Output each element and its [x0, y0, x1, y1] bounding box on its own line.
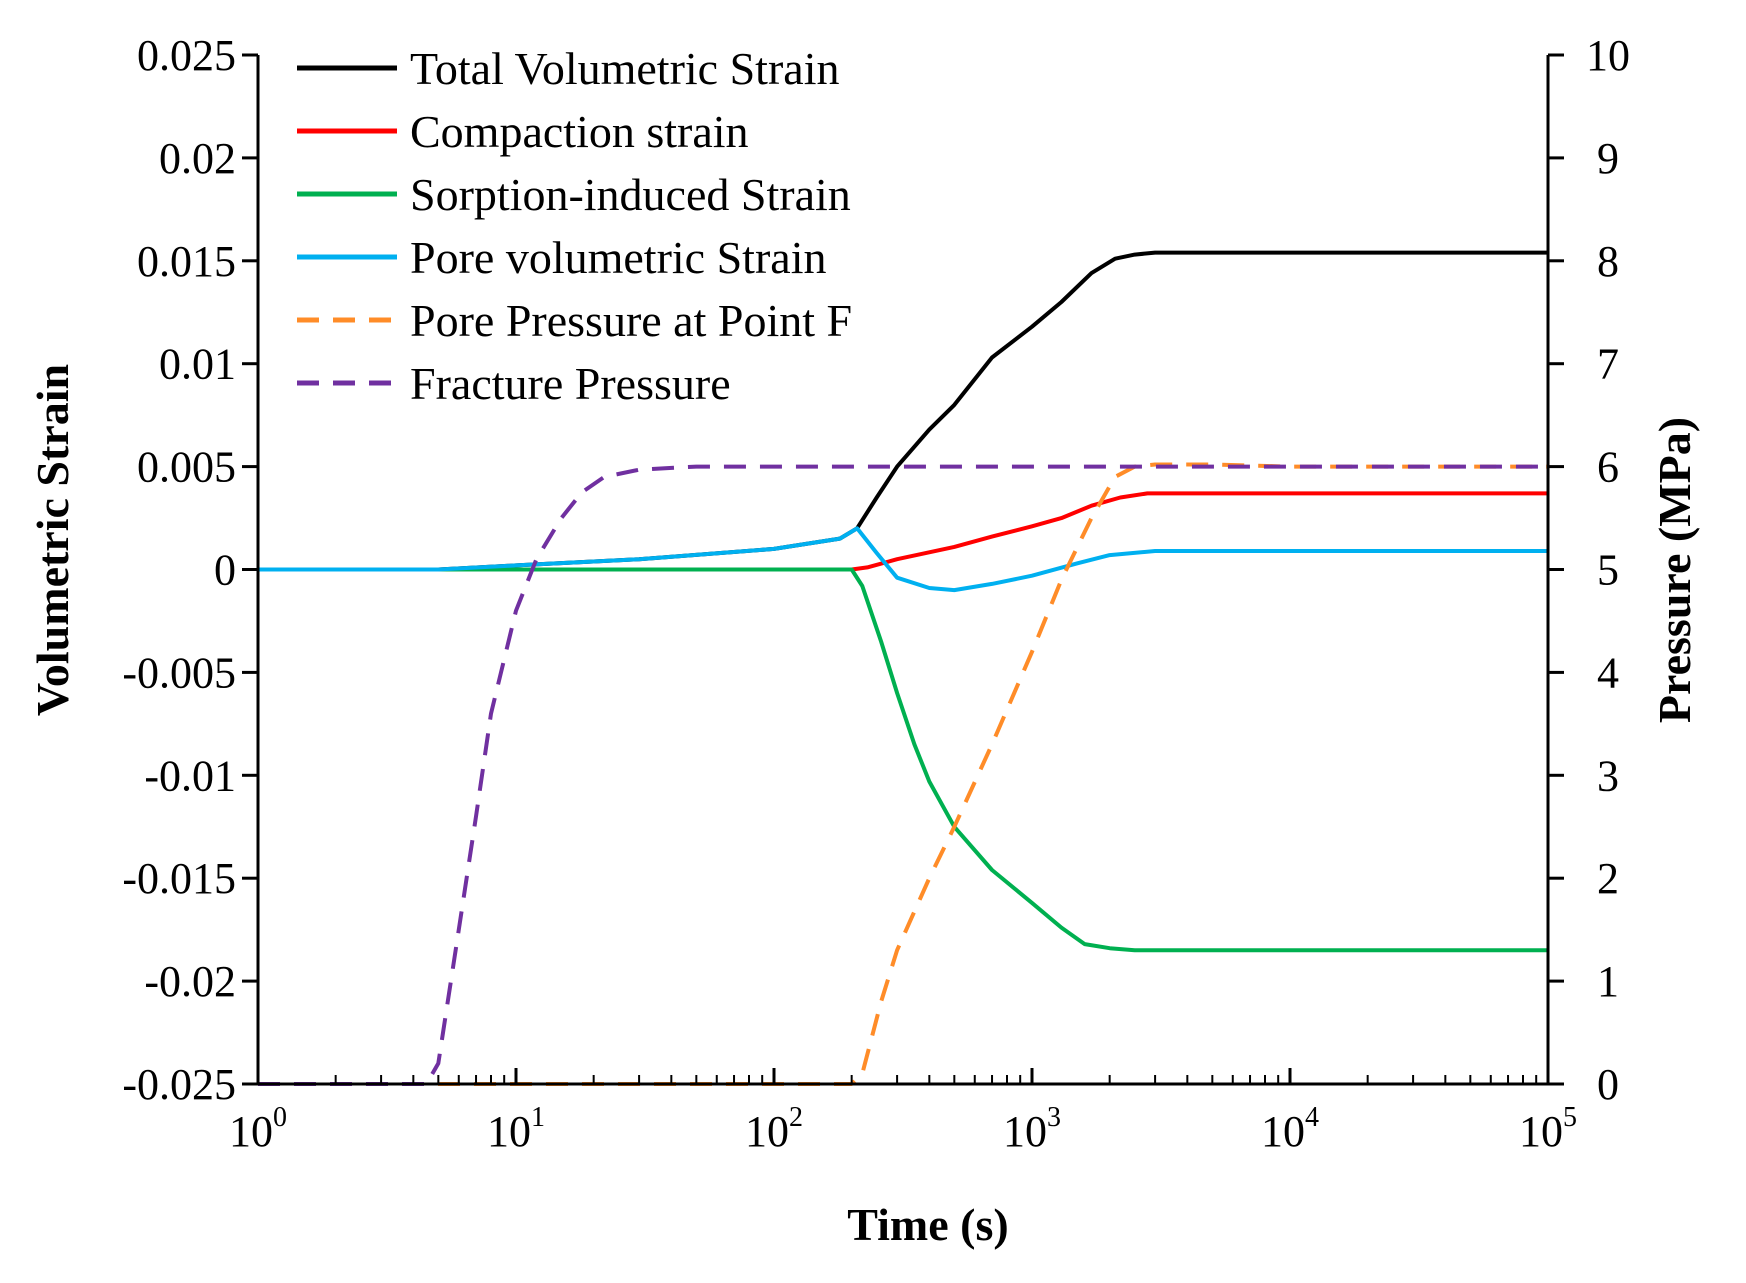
legend-entry: Pore volumetric Strain	[410, 232, 826, 283]
y2-tick-label: 1	[1597, 957, 1619, 1006]
y2-tick-label: 8	[1597, 237, 1619, 286]
legend-entry: Fracture Pressure	[410, 358, 731, 409]
y-tick-label: 0.01	[159, 340, 236, 389]
y2-tick-label: 0	[1597, 1060, 1619, 1109]
x-tick-label: 105	[1519, 1102, 1577, 1156]
y2-tick-label: 7	[1597, 340, 1619, 389]
series-layer	[258, 250, 1548, 1086]
legend-entry: Pore Pressure at Point F	[410, 295, 852, 346]
x-tick-label: 100	[229, 1102, 287, 1156]
series-line	[258, 462, 1548, 1086]
y2-tick-label: 10	[1586, 31, 1630, 80]
y2-tick-label: 6	[1597, 443, 1619, 492]
series-line	[258, 526, 1548, 593]
series-line	[258, 464, 1548, 1086]
ticks-layer: 0.025 0.02 0.015 0.01 0.005 0 -0.005 -0.01 -0.01…	[122, 31, 1630, 1156]
y-tick-label: 0.02	[159, 134, 236, 183]
y-tick-label: -0.015	[122, 854, 236, 903]
legend-entry: Total Volumetric Strain	[410, 43, 839, 94]
x-tick-label: 102	[745, 1102, 803, 1156]
y2-axis-title: Pressure (MPa)	[1649, 417, 1700, 723]
legend: Total Volumetric Strain Compaction strain…	[297, 43, 852, 409]
y-tick-label: -0.02	[144, 957, 236, 1006]
y-tick-label: 0.015	[137, 237, 236, 286]
series-line	[258, 491, 1548, 572]
legend-entry: Sorption-induced Strain	[410, 169, 851, 220]
x-tick-label: 103	[1003, 1102, 1061, 1156]
y-tick-label: 0.025	[137, 31, 236, 80]
y2-tick-label: 5	[1597, 546, 1619, 595]
y2-tick-label: 4	[1597, 648, 1619, 697]
x-axis-title: Time (s)	[847, 1199, 1008, 1250]
y-tick-label: -0.025	[122, 1060, 236, 1109]
y-axis-title: Volumetric Strain	[27, 364, 78, 716]
y-tick-label: -0.005	[122, 648, 236, 697]
y-tick-label: -0.01	[144, 751, 236, 800]
series-line	[258, 567, 1548, 953]
y2-tick-label: 3	[1597, 751, 1619, 800]
y2-tick-label: 2	[1597, 854, 1619, 903]
x-tick-label: 104	[1261, 1102, 1319, 1156]
y-tick-label: 0.005	[137, 443, 236, 492]
legend-entry: Compaction strain	[410, 106, 749, 157]
y-tick-label: 0	[214, 546, 236, 595]
y2-tick-label: 9	[1597, 134, 1619, 183]
x-tick-label: 101	[487, 1102, 545, 1156]
